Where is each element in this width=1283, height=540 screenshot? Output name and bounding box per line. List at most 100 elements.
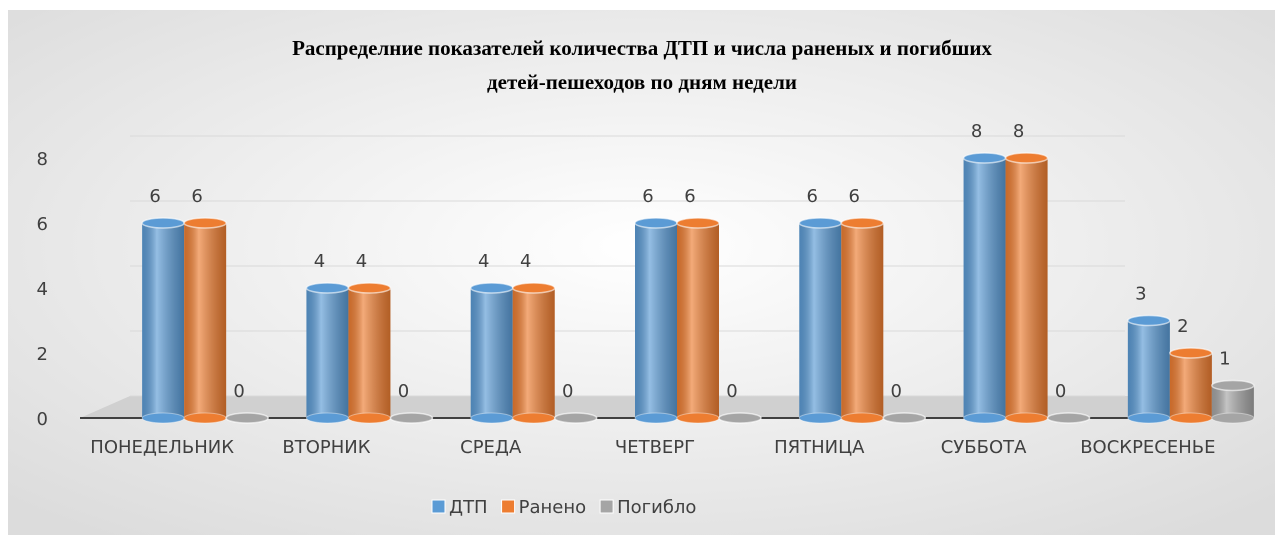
bar-shine [677,223,719,418]
data-label: 0 [726,381,737,402]
bar-shine [1169,353,1212,418]
x-tick-label: СУББОТА [941,437,1027,458]
bar-base [840,412,884,424]
y-tick-label: 6 [37,214,48,235]
bar-shine [635,223,677,418]
data-label: 0 [398,381,409,402]
bar-base [1169,412,1213,424]
bar-cap [718,412,762,424]
bar-cap [305,282,350,294]
data-label: 1 [1219,349,1230,370]
bar-cap [882,412,927,424]
bar [469,282,514,424]
bar-cap [511,282,556,294]
bar-cap [469,282,514,294]
bar-base [1127,412,1171,424]
bar-cap [225,412,269,424]
bar-base [141,412,185,424]
bar [511,282,556,424]
bar-cap [840,217,885,229]
y-tick-label: 4 [37,279,48,300]
bar-shine [142,223,185,418]
bar [347,282,392,424]
bar-base [1005,412,1049,424]
y-tick-label: 8 [37,149,48,170]
bar-shine [1127,320,1170,418]
bar-cap [183,217,227,229]
x-tick-label: СРЕДА [460,437,522,458]
data-label: 8 [971,121,982,142]
bar-shine [841,223,884,418]
data-label: 8 [1013,121,1024,142]
bar-cap [1211,379,1255,392]
bar-cap [798,217,843,229]
legend-swatch [431,499,446,514]
chart-title: Распределние показателей количества ДТП … [292,36,992,60]
bar-cap [389,412,434,424]
bar-cap [141,217,185,229]
bar-base [305,412,349,424]
bar-base [347,412,391,424]
bar-shine [1005,158,1048,418]
data-label: 6 [849,186,860,207]
bar-base [634,412,678,424]
bar [389,412,434,424]
x-tick-label: ЧЕТВЕРГ [615,437,695,458]
bar-base [1211,412,1255,424]
data-label: 4 [478,251,489,272]
bar-shine [470,288,513,418]
bar-base [963,412,1007,424]
legend-swatch [501,499,516,514]
bar [1127,314,1171,424]
y-tick-label: 2 [37,344,48,365]
x-tick-label: ВТОРНИК [282,437,370,458]
bar-cap [553,412,598,424]
y-tick-label: 0 [37,409,48,430]
data-label: 0 [562,381,573,402]
bar [305,282,350,424]
bar-cap [676,217,720,229]
legend-label: Погибло [617,497,696,518]
data-label: 2 [1177,316,1188,337]
bar-cap [962,152,1007,164]
bar [882,412,927,424]
bar [141,217,185,424]
bar-shine [348,288,391,418]
x-tick-label: ПЯТНИЦА [774,437,865,458]
data-label: 4 [356,251,367,272]
bar-cap [1127,314,1171,327]
data-label: 6 [191,186,202,207]
data-label: 6 [149,186,160,207]
bar-shine [963,158,1006,418]
bar [553,412,598,424]
data-label: 6 [684,186,695,207]
legend-swatch [599,499,614,514]
bar-base [470,412,514,424]
bar-shine [306,288,349,418]
bar [183,217,227,424]
bar-shine [799,223,842,418]
legend-label: Ранено [519,497,587,518]
bar [634,217,678,424]
data-label: 0 [1055,381,1066,402]
legend-label: ДТП [449,497,488,518]
bar [1211,379,1255,424]
bar [718,412,762,424]
bar-base [183,412,227,424]
bar [1004,152,1049,424]
bar [1046,412,1091,424]
data-label: 6 [642,186,653,207]
bar [798,217,843,424]
data-label: 0 [891,381,902,402]
x-tick-label: ПОНЕДЕЛЬНИК [90,437,234,458]
bar-shine [184,223,227,418]
bar-shine [512,288,555,418]
data-label: 6 [807,186,818,207]
chart-title: детей-пешеходов по дням недели [487,70,797,94]
bar-cap [1004,152,1049,164]
bar [225,412,269,424]
data-label: 0 [233,381,244,402]
x-tick-label: ВОСКРЕСЕНЬЕ [1080,437,1215,458]
bar-base [512,412,556,424]
